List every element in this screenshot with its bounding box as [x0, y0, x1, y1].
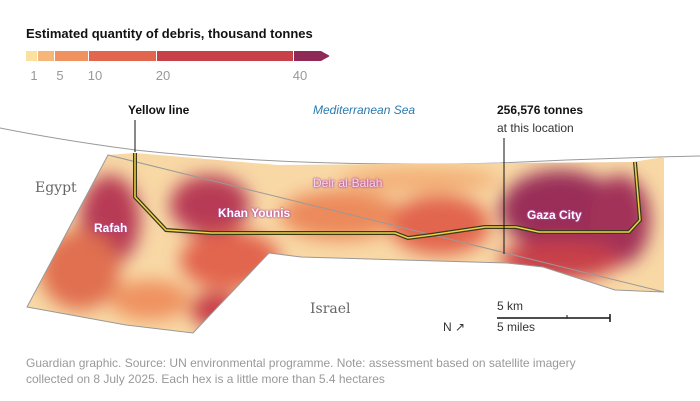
legend-color-bar: [26, 51, 340, 61]
coastline: [0, 127, 700, 165]
legend-swatch: [26, 51, 38, 61]
yellow-line-label: Yellow line: [128, 103, 190, 117]
sea-label: Mediterranean Sea: [313, 103, 416, 117]
scale-km: 5 km: [497, 299, 524, 313]
legend-swatch: [89, 51, 157, 61]
legend-swatch: [294, 51, 330, 61]
border-line: [26, 154, 665, 334]
legend-swatch: [38, 51, 55, 61]
country-israel: Israel: [310, 301, 351, 317]
city-deir-al-balah: Deir al-Balah: [313, 176, 383, 190]
tonnes-sublabel: at this location: [497, 121, 574, 135]
legend-tick: 20: [155, 68, 171, 83]
city-khan-younis: Khan Younis: [218, 206, 291, 220]
scale-miles: 5 miles: [497, 320, 536, 334]
source-note-line1: Guardian graphic. Source: UN environment…: [26, 356, 576, 370]
legend-tick: 10: [87, 68, 103, 83]
city-rafah: Rafah: [94, 221, 128, 235]
legend-swatch: [157, 51, 294, 61]
legend-tick: 40: [292, 68, 308, 83]
legend-tick: 1: [30, 68, 38, 83]
country-egypt: Egypt: [35, 180, 77, 196]
source-note-line2: collected on 8 July 2025. Each hex is a …: [26, 372, 385, 386]
legend-tick: 5: [56, 68, 64, 83]
yellow-line: [134, 153, 641, 239]
legend-swatch: [55, 51, 89, 61]
city-gaza-city: Gaza City: [527, 208, 582, 222]
map-title: Estimated quantity of debris, thousand t…: [26, 26, 313, 41]
tonnes-label: 256,576 tonnes: [497, 103, 584, 117]
north-arrow-icon: N ↗: [443, 320, 466, 334]
